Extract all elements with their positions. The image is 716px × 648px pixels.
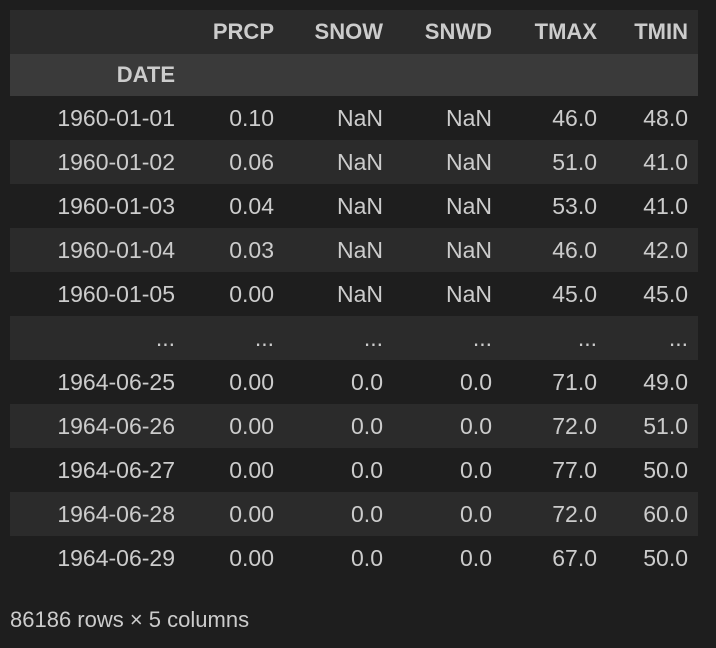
cell-prcp: 0.00: [229, 369, 274, 395]
cell-tmax: 77.0: [552, 457, 597, 483]
cell-snwd: NaN: [445, 193, 492, 219]
cell-snwd: NaN: [445, 149, 492, 175]
cell-tmin: 45.0: [643, 281, 688, 307]
cell-snow: 0.0: [351, 413, 383, 439]
cell-prcp: 0.00: [229, 413, 274, 439]
cell-snwd: 0.0: [460, 369, 492, 395]
cell-tmin: 50.0: [643, 457, 688, 483]
table-row: 1964-06-26 0.00 0.0 0.0 72.0 51.0: [10, 404, 698, 448]
empty-header-cell: [393, 54, 502, 96]
column-header-row: PRCP SNOW SNWD TMAX TMIN: [10, 10, 698, 54]
column-header-tmax: TMAX: [534, 19, 597, 44]
row-index-cell: 1964-06-25: [57, 369, 175, 395]
cell-tmax: 46.0: [552, 105, 597, 131]
cell-snow: NaN: [336, 105, 383, 131]
dataframe-shape-note: 86186 rows × 5 columns: [10, 607, 250, 632]
column-header-prcp: PRCP: [212, 19, 274, 44]
cell-snwd: NaN: [445, 237, 492, 263]
cell-tmax: 45.0: [552, 281, 597, 307]
cell-snow: NaN: [336, 149, 383, 175]
dataframe-table: PRCP SNOW SNWD TMAX TMIN DATE 1960-01-01…: [10, 10, 698, 580]
table-row: 1964-06-25 0.00 0.0 0.0 71.0 49.0: [10, 360, 698, 404]
table-row: 1964-06-28 0.00 0.0 0.0 72.0 60.0: [10, 492, 698, 536]
table-row: ..................: [10, 316, 698, 360]
row-index-cell: ...: [155, 325, 175, 351]
cell-snow: NaN: [336, 281, 383, 307]
cell-snwd: 0.0: [460, 545, 492, 571]
table-row: 1960-01-02 0.06 NaN NaN 51.0 41.0: [10, 140, 698, 184]
column-header-snow: SNOW: [314, 19, 383, 44]
cell-prcp: 0.00: [229, 501, 274, 527]
table-body: 1960-01-01 0.10 NaN NaN 46.0 48.0 1960-01-02 0.…: [10, 96, 698, 580]
cell-snwd: 0.0: [460, 413, 492, 439]
cell-tmax: 72.0: [552, 501, 597, 527]
row-index-cell: 1964-06-27: [57, 457, 175, 483]
table-row: 1960-01-04 0.03 NaN NaN 46.0 42.0: [10, 228, 698, 272]
cell-snow: 0.0: [351, 545, 383, 571]
cell-prcp: 0.00: [229, 457, 274, 483]
row-index-cell: 1960-01-04: [57, 237, 175, 263]
cell-snow: NaN: [336, 237, 383, 263]
cell-tmax: 51.0: [552, 149, 597, 175]
cell-tmax: 71.0: [552, 369, 597, 395]
cell-snwd: NaN: [445, 281, 492, 307]
row-index-cell: 1964-06-28: [57, 501, 175, 527]
cell-prcp: 0.06: [229, 149, 274, 175]
cell-prcp: 0.10: [229, 105, 274, 131]
index-name-row: DATE: [10, 54, 698, 96]
table-row: 1960-01-01 0.10 NaN NaN 46.0 48.0: [10, 96, 698, 140]
cell-tmin: 41.0: [643, 149, 688, 175]
table-row: 1964-06-27 0.00 0.0 0.0 77.0 50.0: [10, 448, 698, 492]
cell-prcp: 0.04: [229, 193, 274, 219]
cell-tmin: 51.0: [643, 413, 688, 439]
table-row: 1960-01-05 0.00 NaN NaN 45.0 45.0: [10, 272, 698, 316]
cell-snwd: NaN: [445, 105, 492, 131]
row-index-cell: 1960-01-03: [57, 193, 175, 219]
row-index-cell: 1960-01-05: [57, 281, 175, 307]
empty-header-cell: [607, 54, 698, 96]
column-header-tmin: TMIN: [634, 19, 688, 44]
cell-prcp: 0.00: [229, 281, 274, 307]
cell-tmin: 60.0: [643, 501, 688, 527]
cell-tmin: 49.0: [643, 369, 688, 395]
cell-snow: NaN: [336, 193, 383, 219]
row-index-cell: 1964-06-29: [57, 545, 175, 571]
cell-snow: 0.0: [351, 369, 383, 395]
cell-tmax: 67.0: [552, 545, 597, 571]
cell-tmin: 41.0: [643, 193, 688, 219]
row-index-cell: 1964-06-26: [57, 413, 175, 439]
empty-header-cell: [185, 54, 284, 96]
column-header-snwd: SNWD: [424, 19, 492, 44]
cell-snow: ...: [363, 325, 383, 351]
cell-tmax: 46.0: [552, 237, 597, 263]
cell-snow: 0.0: [351, 457, 383, 483]
cell-tmin: 42.0: [643, 237, 688, 263]
cell-tmax: 72.0: [552, 413, 597, 439]
table-row: 1964-06-29 0.00 0.0 0.0 67.0 50.0: [10, 536, 698, 580]
cell-snwd: ...: [472, 325, 492, 351]
index-corner-cell: [10, 10, 185, 54]
row-index-cell: 1960-01-02: [57, 149, 175, 175]
cell-tmin: 48.0: [643, 105, 688, 131]
cell-tmin: ...: [668, 325, 688, 351]
cell-snwd: 0.0: [460, 457, 492, 483]
cell-snwd: 0.0: [460, 501, 492, 527]
dataframe-output: PRCP SNOW SNWD TMAX TMIN DATE 1960-01-01…: [10, 10, 698, 580]
cell-tmax: 53.0: [552, 193, 597, 219]
cell-snow: 0.0: [351, 501, 383, 527]
cell-prcp: ...: [254, 325, 274, 351]
cell-tmax: ...: [577, 325, 597, 351]
empty-header-cell: [502, 54, 607, 96]
index-name-header: DATE: [116, 62, 175, 87]
cell-prcp: 0.00: [229, 545, 274, 571]
cell-prcp: 0.03: [229, 237, 274, 263]
cell-tmin: 50.0: [643, 545, 688, 571]
row-index-cell: 1960-01-01: [57, 105, 175, 131]
table-row: 1960-01-03 0.04 NaN NaN 53.0 41.0: [10, 184, 698, 228]
empty-header-cell: [284, 54, 393, 96]
